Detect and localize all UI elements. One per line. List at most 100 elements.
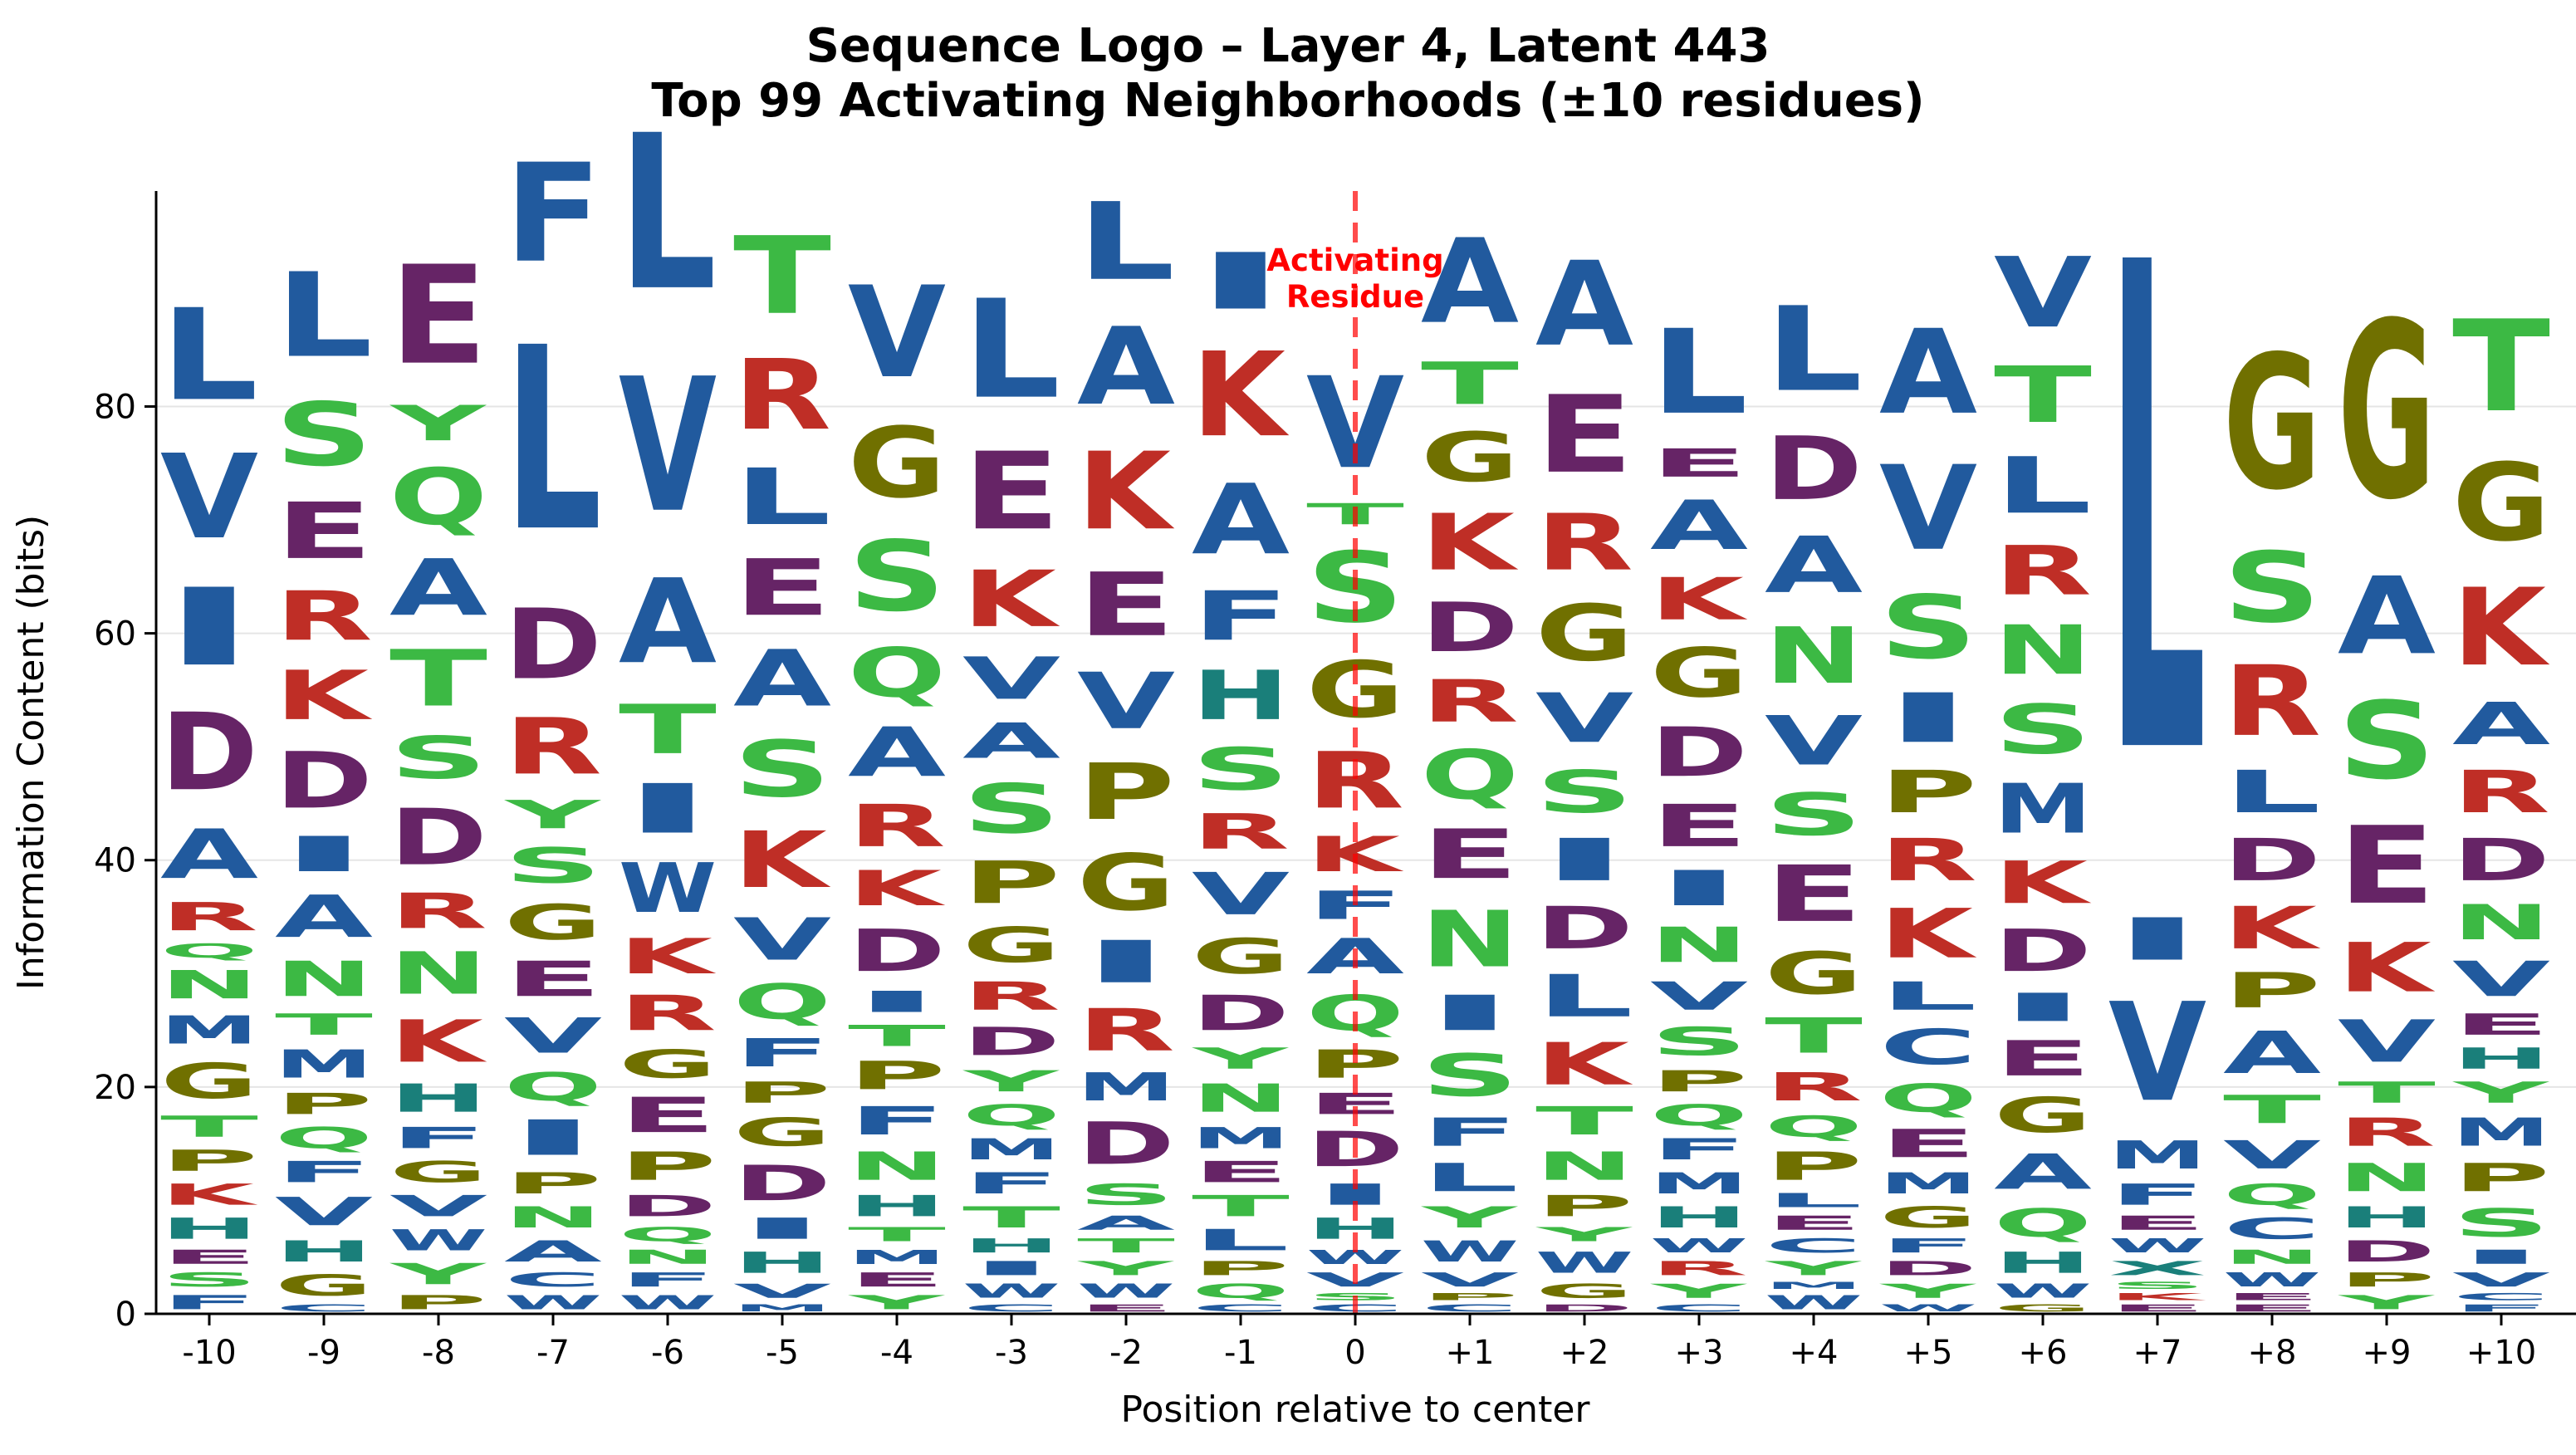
logo-letter-H: H — [1994, 1247, 2092, 1281]
logo-letter-Q: Q — [962, 1099, 1060, 1133]
logo-letter-Y: Y — [389, 395, 487, 452]
logo-letter-T: T — [275, 1008, 373, 1042]
logo-letter-S: S — [1421, 1041, 1519, 1110]
y-tick-label: 40 — [94, 842, 136, 880]
logo-letter-T: T — [2452, 294, 2550, 440]
logo-letter-Y: Y — [1191, 1041, 1290, 1075]
logo-letter-T: T — [733, 214, 831, 338]
logo-letter-M: M — [160, 1008, 258, 1053]
logo-letter-P: P — [2223, 963, 2321, 1019]
logo-letter-D: D — [1421, 589, 1519, 668]
logo-letter-I: I — [275, 826, 373, 883]
logo-letter-L: L — [1765, 282, 1863, 418]
chart-title-line2: Top 99 Activating Neighborhoods (±10 res… — [651, 74, 1924, 128]
logo-letter-L: L — [1421, 1155, 1519, 1200]
logo-letter-V: V — [619, 339, 717, 554]
logo-letter-Q: Q — [275, 1121, 373, 1155]
logo-letter-E: E — [1535, 373, 1633, 497]
logo-letter-T: T — [1421, 350, 1519, 418]
logo-letter-A: A — [1421, 213, 1519, 350]
logo-letter-D: D — [389, 792, 487, 883]
logo-letter-E: E — [2223, 1291, 2321, 1303]
logo-letter-S: S — [733, 725, 831, 816]
axes — [154, 191, 2576, 1315]
logo-letter-G: G — [1765, 939, 1863, 1007]
logo-letter-Q: Q — [619, 1223, 717, 1246]
logo-letter-L: L — [2223, 758, 2321, 826]
logo-letter-L: L — [2108, 125, 2206, 903]
y-tick-label: 20 — [94, 1069, 136, 1107]
logo-letter-H: H — [2452, 1042, 2550, 1076]
y-tick-label: 60 — [94, 615, 136, 654]
logo-letter-K: K — [2223, 894, 2322, 962]
logo-letter-Q: Q — [1765, 1110, 1863, 1144]
logo-letter-T: T — [1994, 350, 2092, 440]
logo-letter-I: I — [619, 770, 717, 849]
logo-letter-T: T — [848, 1019, 946, 1053]
logo-letter-E: E — [1077, 1302, 1175, 1314]
logo-letter-Y: Y — [1649, 1280, 1748, 1302]
logo-letter-S: S — [1994, 690, 2092, 769]
logo-letter-F: F — [275, 1155, 373, 1189]
logo-letter-N: N — [275, 952, 373, 1008]
x-tick-label: +9 — [2363, 1334, 2412, 1372]
logo-letter-K: K — [1192, 327, 1290, 463]
logo-letter-S: S — [2108, 1280, 2206, 1291]
logo-letter-R: R — [1077, 997, 1175, 1065]
logo-letter-T: T — [962, 1201, 1060, 1235]
logo-letter-R: R — [1306, 736, 1404, 826]
logo-letter-D: D — [962, 1019, 1060, 1064]
x-tick-label: -1 — [1224, 1334, 1257, 1372]
logo-letter-I: I — [1994, 985, 2092, 1030]
logo-letter-P: P — [962, 850, 1060, 917]
logo-letter-A: A — [275, 883, 373, 950]
annotation-line2: Residue — [1286, 279, 1424, 315]
logo-letter-R: R — [160, 894, 258, 939]
logo-letter-M: M — [1192, 1121, 1290, 1155]
logo-letter-P: P — [275, 1087, 373, 1121]
logo-letter-W: W — [962, 1280, 1060, 1302]
logo-letter-F: F — [1650, 1133, 1748, 1167]
logo-letter-Q: Q — [160, 940, 258, 963]
logo-letter-M: M — [1077, 1065, 1175, 1110]
logo-letter-D: D — [1765, 419, 1863, 520]
logo-letter-T: T — [2223, 1087, 2321, 1133]
logo-letter-M: M — [1650, 1167, 1748, 1201]
logo-letter-G: G — [2223, 317, 2321, 532]
x-tick-label: -4 — [880, 1334, 913, 1372]
logo-letter-N: N — [504, 1201, 602, 1235]
logo-letter-Y: Y — [503, 792, 602, 837]
logo-letter-A: A — [619, 554, 717, 690]
logo-letter-I: I — [962, 1257, 1060, 1280]
y-axis-label: Information Content (bits) — [10, 515, 52, 990]
logo-letter-G: G — [275, 1268, 373, 1302]
logo-letter-S: S — [1535, 758, 1633, 826]
logo-letter-E: E — [848, 1269, 946, 1291]
x-axis-label: Position relative to center — [1121, 1389, 1591, 1431]
logo-letter-D: D — [619, 1189, 717, 1223]
logo-letter-Q: Q — [2223, 1178, 2321, 1212]
logo-letter-C: C — [1879, 1019, 1977, 1075]
logo-letter-L: L — [1077, 179, 1175, 304]
logo-letter-C: C — [2452, 1291, 2550, 1303]
logo-letter-W: W — [504, 1291, 602, 1314]
logo-letter-N: N — [1535, 1144, 1633, 1188]
logo-letter-P: P — [2338, 1269, 2436, 1291]
logo-letter-K: K — [619, 928, 717, 985]
logo-letter-R: R — [504, 702, 602, 792]
logo-letter-E: E — [2338, 804, 2436, 928]
logo-letter-V: V — [1077, 656, 1175, 747]
logo-letter-C: C — [1421, 1302, 1519, 1314]
x-tick-label: -10 — [182, 1334, 236, 1372]
logo-letter-M: M — [2452, 1110, 2550, 1155]
logo-letter-K: K — [962, 554, 1060, 644]
logo-letter-A: A — [1535, 237, 1633, 373]
logo-letter-W: W — [389, 1223, 487, 1257]
logo-letter-E: E — [2452, 1008, 2550, 1042]
x-tick-label: +10 — [2466, 1334, 2536, 1372]
logo-letter-Y: Y — [1878, 1280, 1977, 1302]
logo-letter-S: S — [1879, 577, 1977, 679]
logo-letter-E: E — [733, 542, 831, 633]
logo-letter-V: V — [2223, 1132, 2321, 1178]
logo-letter-F: F — [1192, 577, 1290, 656]
